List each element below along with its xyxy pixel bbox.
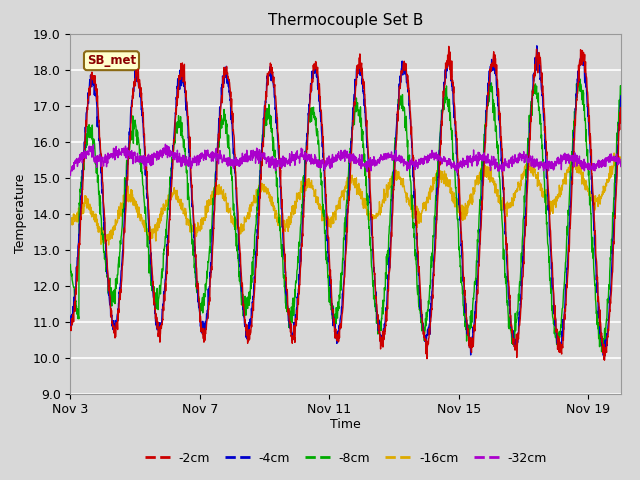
Title: Thermocouple Set B: Thermocouple Set B — [268, 13, 423, 28]
X-axis label: Time: Time — [330, 418, 361, 431]
Text: SB_met: SB_met — [87, 54, 136, 67]
Y-axis label: Temperature: Temperature — [14, 174, 28, 253]
Legend: -2cm, -4cm, -8cm, -16cm, -32cm: -2cm, -4cm, -8cm, -16cm, -32cm — [140, 447, 552, 469]
